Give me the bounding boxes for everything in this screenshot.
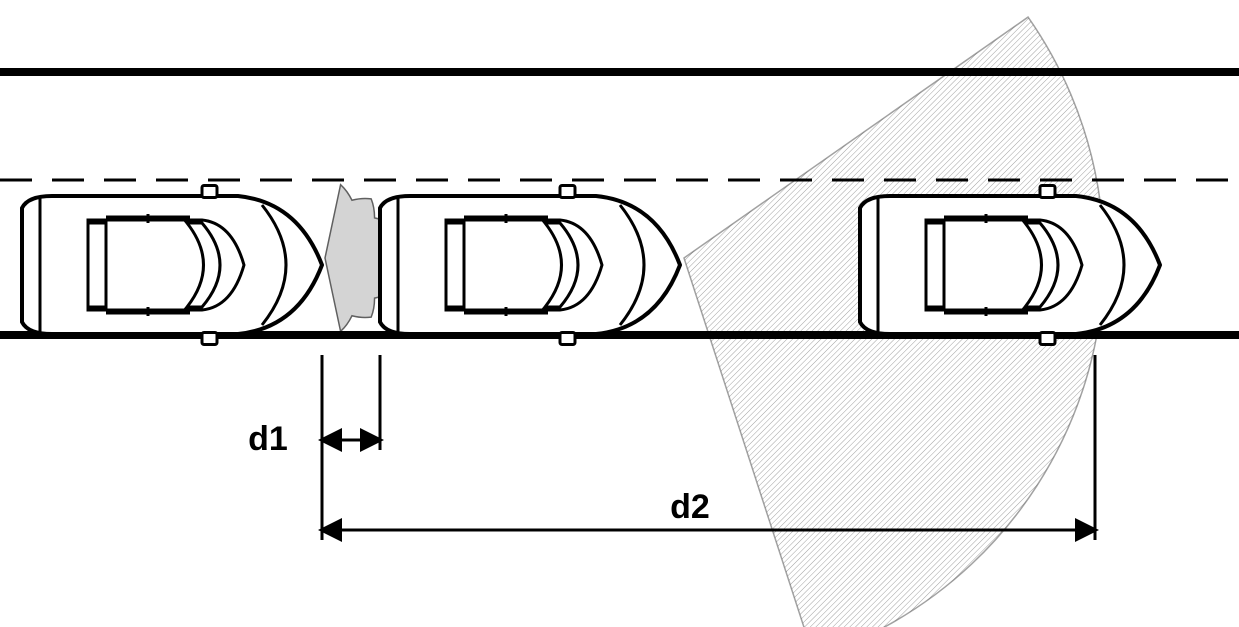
car-2 xyxy=(380,186,680,345)
car-3 xyxy=(860,186,1160,345)
car-1 xyxy=(22,186,322,345)
dimension-label-d1: d1 xyxy=(248,420,288,458)
dimension-label-d2: d2 xyxy=(670,488,710,526)
diagram-canvas: d1 d2 xyxy=(0,0,1239,627)
